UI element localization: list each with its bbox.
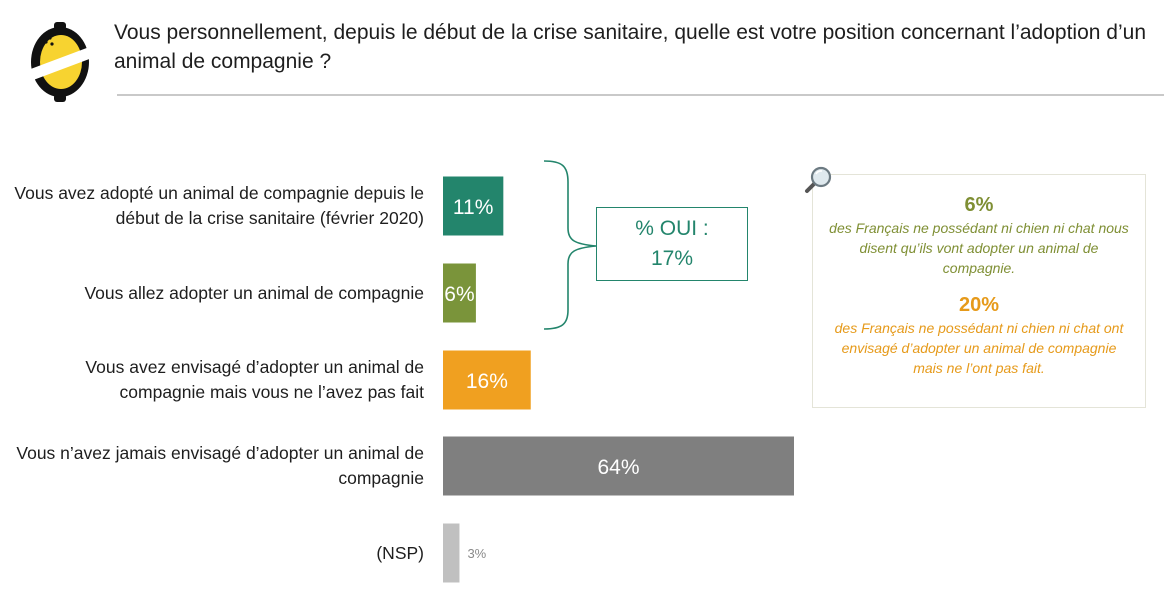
info-panel: 6% des Français ne possédant ni chien ni… xyxy=(812,174,1146,408)
magnifier-icon xyxy=(805,166,832,193)
info-stat-2: 20% xyxy=(958,294,1000,316)
info-stat-1: 6% xyxy=(964,194,994,216)
summary-label: % OUI : xyxy=(635,217,709,240)
category-label-never: Vous n’avez jamais envisagé d’adopter un… xyxy=(16,443,424,488)
question-title: Vous personnellement, depuis le début de… xyxy=(114,21,1146,73)
bar-value-label-will-adopt: 6% xyxy=(444,283,474,306)
bar-value-label-never: 64% xyxy=(597,456,639,479)
bar-never xyxy=(443,436,794,496)
bar-considered xyxy=(443,350,531,410)
summary-value: 17% xyxy=(650,247,694,270)
bar-adopted xyxy=(443,176,504,236)
category-label-considered: Vous avez envisagé d’adopter un animal d… xyxy=(85,357,424,402)
bar-value-label-adopted: 11% xyxy=(453,196,493,219)
info-text-2: des Français ne possédant ni chien ni ch… xyxy=(834,320,1124,376)
summary-box: % OUI : 17% xyxy=(596,207,748,281)
bar-will-adopt xyxy=(443,263,476,323)
lemon-logo-icon xyxy=(28,22,92,102)
category-label-nsp: (NSP) xyxy=(376,543,424,563)
info-text-1: des Français ne possédant ni chien ni ch… xyxy=(829,220,1129,276)
bar-nsp xyxy=(443,523,460,583)
bar-value-label-considered: 16% xyxy=(466,370,508,393)
category-label-will-adopt: Vous allez adopter un animal de compagni… xyxy=(84,283,424,303)
category-label-adopted: Vous avez adopté un animal de compagnie … xyxy=(14,183,424,228)
brace-icon xyxy=(543,160,597,330)
bar-value-label-nsp: 3% xyxy=(467,546,486,561)
title-divider xyxy=(117,94,1164,96)
